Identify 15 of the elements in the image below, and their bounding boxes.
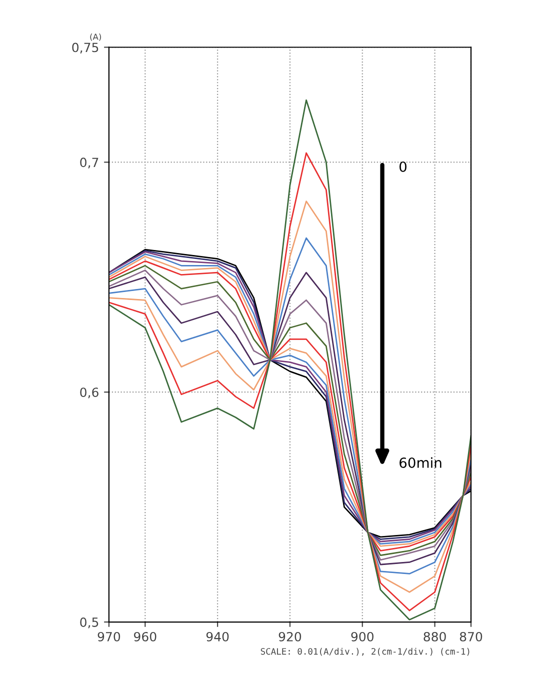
y-axis-title: (A) xyxy=(90,33,101,41)
y-tick-label: 0,5 xyxy=(80,617,98,628)
x-tick-label: 940 xyxy=(206,632,229,642)
y-tick-label: 0,6 xyxy=(80,388,98,398)
x-tick-label: 970 xyxy=(98,632,120,642)
annotation: 0 xyxy=(400,161,406,172)
x-tick-label: 900 xyxy=(351,632,374,642)
x-tick-label: 880 xyxy=(424,632,446,642)
annotation: 60min xyxy=(400,457,442,468)
y-tick-label: 0,75 xyxy=(72,42,98,54)
x-tick-label: 870 xyxy=(460,632,482,642)
x-tick-label: 960 xyxy=(134,632,156,642)
x-tick-label: 920 xyxy=(278,632,302,642)
text: SCALE: 0.01(A/div.), 2(cm-1/div.) (cm-1) xyxy=(260,648,470,656)
y-tick-label: 0,7 xyxy=(80,158,98,168)
